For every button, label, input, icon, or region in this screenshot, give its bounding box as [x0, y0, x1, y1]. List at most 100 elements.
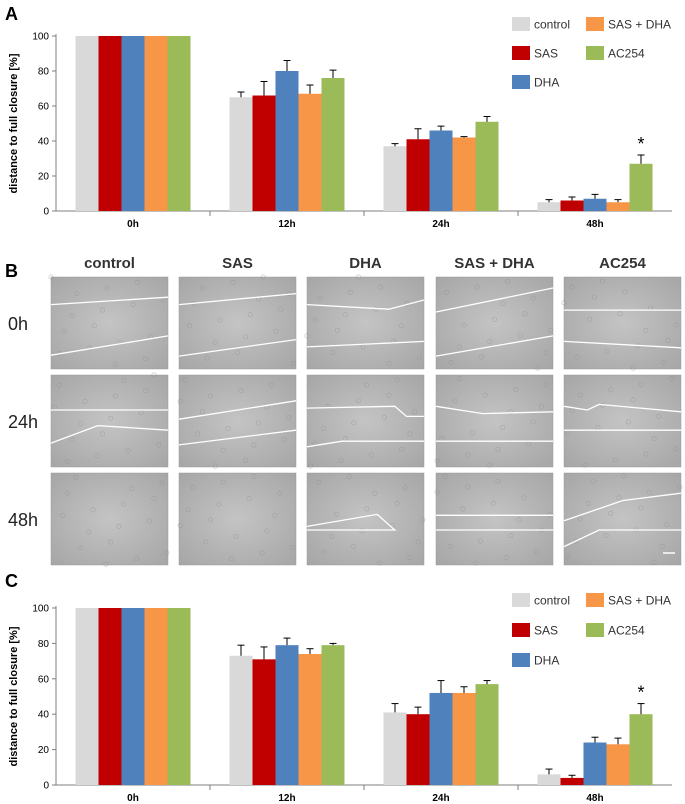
- bar-control-48h: [537, 774, 561, 785]
- y-tick-label: 60: [38, 674, 50, 685]
- legend-swatch-sas: [512, 46, 530, 60]
- bar-dha-12h: [275, 645, 299, 785]
- column-header-dha: DHA: [349, 255, 382, 272]
- bar-sas-dha-24h: [452, 137, 476, 211]
- wound-edge-line: [178, 400, 297, 420]
- micrograph-sas-dha-0h: [435, 276, 554, 370]
- y-tick-label: 60: [38, 102, 50, 113]
- bar-control-24h: [383, 146, 407, 211]
- y-tick-label: 80: [38, 639, 50, 650]
- legend-label-dha: DHA: [534, 76, 559, 90]
- legend-label-sas: SAS: [534, 47, 558, 61]
- bar-dha-24h: [429, 692, 453, 785]
- legend-swatch-control: [512, 17, 530, 31]
- legend-swatch-sas-dha: [586, 593, 604, 607]
- x-tick-label-0h: 0h: [127, 219, 139, 230]
- x-tick-label-0h: 0h: [127, 793, 139, 804]
- y-tick-label: 80: [38, 67, 50, 78]
- column-header-ac254: AC254: [599, 255, 646, 272]
- y-tick-label: 0: [43, 781, 49, 792]
- wound-edge-line: [563, 340, 682, 349]
- legend-label-dha: DHA: [534, 654, 559, 668]
- micrograph-ac254-24h: [563, 374, 682, 468]
- bar-dha-0h: [121, 36, 145, 211]
- bar-control-0h: [75, 36, 99, 211]
- chart-panel-a: A 0 20 40 60 80 100 distance to full closure [%…: [5, 4, 672, 230]
- legend-swatch-sas-dha: [586, 17, 604, 31]
- micrograph-sas-dha-48h: [435, 472, 554, 566]
- bar-ac254-0h: [167, 608, 191, 785]
- panel-b-letter: B: [5, 261, 18, 281]
- bar-control-24h: [383, 712, 407, 785]
- bar-ac254-24h: [475, 684, 499, 785]
- y-tick-label: 100: [32, 604, 49, 615]
- legend-swatch-ac254: [586, 46, 604, 60]
- bar-ac254-0h: [167, 36, 191, 211]
- row-header-0h: 0h: [8, 314, 28, 334]
- micrograph-sas-0h: [178, 276, 297, 370]
- wound-edge-line: [435, 335, 554, 357]
- y-tick-label: 40: [38, 137, 50, 148]
- micrograph-sas-24h: [178, 374, 297, 468]
- wound-edge-line: [50, 335, 169, 356]
- x-tick-label-24h: 24h: [432, 219, 449, 230]
- x-tick-label-48h: 48h: [586, 793, 603, 804]
- micrograph-dha-48h: [306, 472, 425, 566]
- legend-label-sas: SAS: [534, 624, 558, 638]
- wound-edge-line: [50, 424, 169, 444]
- y-tick-label: 0: [43, 207, 49, 218]
- wound-edge-line: [306, 405, 424, 418]
- chart-panel-c: C 0 20 40 60 80 100 distance to full closure [%…: [5, 571, 672, 804]
- column-header-sas-dha: SAS + DHA: [454, 255, 535, 272]
- legend-swatch-dha: [512, 75, 530, 89]
- bar-dha-48h: [583, 198, 607, 211]
- x-tick-label-12h: 12h: [278, 793, 295, 804]
- wound-edge-line: [50, 296, 169, 306]
- x-tick-label-48h: 48h: [586, 219, 603, 230]
- x-tick-label-24h: 24h: [432, 793, 449, 804]
- micrograph-sas-48h: [178, 472, 297, 566]
- legend-label-control: control: [534, 18, 570, 32]
- wound-edge-line: [563, 492, 682, 522]
- legend-label-sas-dha: SAS + DHA: [608, 18, 671, 32]
- micrograph-ac254-48h: [563, 472, 682, 566]
- bar-dha-0h: [121, 608, 145, 785]
- significance-marker: *: [637, 134, 644, 154]
- legend-swatch-dha: [512, 653, 530, 667]
- bar-sas-48h: [560, 777, 584, 785]
- bar-control-12h: [229, 97, 253, 211]
- bar-sas-48h: [560, 200, 584, 211]
- bar-sas-dha-12h: [298, 93, 322, 211]
- bar-control-0h: [75, 608, 99, 785]
- bar-sas-dha-24h: [452, 692, 476, 785]
- bar-ac254-12h: [321, 78, 345, 211]
- bar-dha-24h: [429, 130, 453, 211]
- legend-label-sas-dha: SAS + DHA: [608, 594, 671, 608]
- bar-sas-12h: [252, 95, 276, 211]
- wound-edge-line: [306, 299, 425, 310]
- x-tick-label-12h: 12h: [278, 219, 295, 230]
- y-axis-label: distance to full closure [%]: [8, 53, 20, 193]
- bar-dha-12h: [275, 71, 299, 211]
- y-tick-label: 100: [32, 32, 49, 43]
- wound-edge-line: [435, 405, 554, 415]
- legend-label-ac254: AC254: [608, 47, 645, 61]
- legend-label-ac254: AC254: [608, 624, 645, 638]
- bar-control-48h: [537, 202, 561, 211]
- bar-sas-24h: [406, 714, 430, 785]
- micrograph-control-24h: [50, 374, 169, 468]
- y-tick-label: 20: [38, 172, 50, 183]
- wound-edge-line: [563, 403, 682, 413]
- bar-sas-24h: [406, 139, 430, 211]
- panel-a-letter: A: [5, 4, 18, 24]
- y-tick-label: 40: [38, 710, 50, 721]
- panel-c-letter: C: [5, 571, 18, 591]
- bar-sas-dha-0h: [144, 608, 168, 785]
- bar-ac254-48h: [629, 714, 653, 785]
- row-header-24h: 24h: [8, 412, 38, 432]
- micrograph-sas-dha-24h: [435, 374, 554, 468]
- bar-sas-0h: [98, 36, 122, 211]
- bar-sas-0h: [98, 608, 122, 785]
